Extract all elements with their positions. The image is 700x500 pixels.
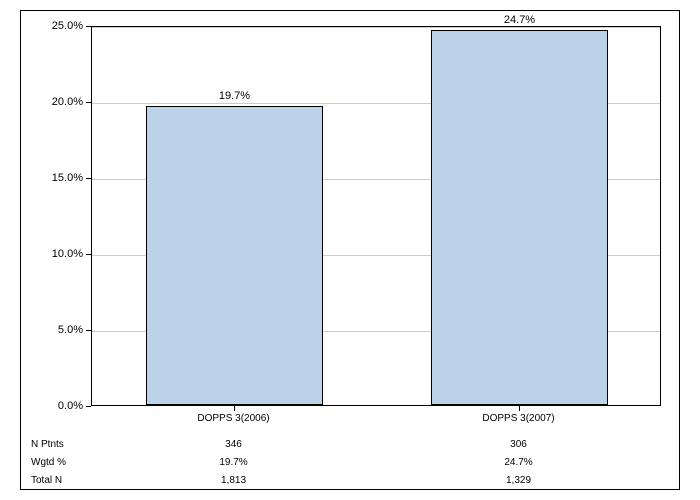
y-tick-label: 5.0% bbox=[58, 324, 83, 336]
table-cell: 306 bbox=[510, 439, 527, 450]
y-tick-label: 0.0% bbox=[58, 400, 83, 412]
table-row-label: N Ptnts bbox=[31, 439, 64, 450]
table-row-label: Total N bbox=[31, 475, 62, 486]
y-tick-mark bbox=[86, 406, 91, 407]
bar-value-label: 19.7% bbox=[219, 90, 250, 102]
table-cell: 346 bbox=[225, 439, 242, 450]
table-cell: 1,329 bbox=[506, 475, 531, 486]
x-category-label: DOPPS 3(2006) bbox=[197, 413, 269, 424]
bar bbox=[146, 106, 323, 405]
y-tick-label: 15.0% bbox=[52, 172, 83, 184]
x-tick-mark bbox=[234, 406, 235, 411]
gridline bbox=[92, 27, 660, 28]
bar-value-label: 24.7% bbox=[504, 14, 535, 26]
table-cell: 24.7% bbox=[504, 457, 532, 468]
x-category-label: DOPPS 3(2007) bbox=[482, 413, 554, 424]
table-cell: 1,813 bbox=[221, 475, 246, 486]
y-tick-label: 10.0% bbox=[52, 248, 83, 260]
plot-area: 19.7%24.7% bbox=[91, 26, 661, 406]
y-tick-label: 25.0% bbox=[52, 20, 83, 32]
table-cell: 19.7% bbox=[219, 457, 247, 468]
chart-container: 0.0%5.0%10.0%15.0%20.0%25.0% 19.7%24.7% … bbox=[20, 10, 680, 490]
y-axis: 0.0%5.0%10.0%15.0%20.0%25.0% bbox=[21, 26, 91, 406]
y-tick-label: 20.0% bbox=[52, 96, 83, 108]
bar bbox=[431, 30, 608, 405]
table-row-label: Wgtd % bbox=[31, 457, 66, 468]
x-tick-mark bbox=[519, 406, 520, 411]
